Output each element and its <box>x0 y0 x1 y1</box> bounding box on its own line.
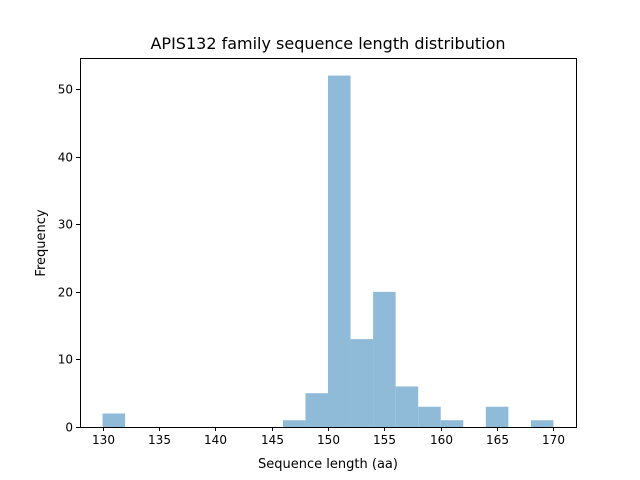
chart-title: APIS132 family sequence length distribut… <box>150 34 505 53</box>
x-tick-label: 135 <box>148 433 171 447</box>
histogram-bar <box>485 406 509 427</box>
y-tick-label: 20 <box>58 286 73 300</box>
x-tick-label: 165 <box>486 433 509 447</box>
histogram-bar <box>305 393 328 427</box>
y-tick-label: 40 <box>58 151 73 165</box>
x-tick-label: 150 <box>317 433 340 447</box>
x-tick-label: 145 <box>261 433 284 447</box>
histogram-bar <box>440 420 464 427</box>
histogram-bar <box>418 406 441 427</box>
x-tick-label: 130 <box>92 433 115 447</box>
x-tick-label: 170 <box>542 433 565 447</box>
y-tick-label: 10 <box>58 353 73 367</box>
y-tick-label: 0 <box>65 421 73 435</box>
y-axis-label: Frequency <box>34 209 49 276</box>
y-tick-label: 50 <box>58 83 73 97</box>
histogram-bar <box>395 386 419 427</box>
histogram-bar <box>102 413 126 427</box>
x-tick-label: 160 <box>430 433 453 447</box>
histogram-bar <box>328 75 351 428</box>
x-tick-label: 155 <box>373 433 396 447</box>
histogram-bar <box>282 420 306 427</box>
histogram-bar <box>373 291 396 427</box>
x-axis-label: Sequence length (aa) <box>258 457 398 472</box>
x-tick-label: 140 <box>204 433 227 447</box>
histogram-bar <box>350 339 374 427</box>
histogram-bar <box>530 420 554 427</box>
y-tick-label: 30 <box>58 218 73 232</box>
